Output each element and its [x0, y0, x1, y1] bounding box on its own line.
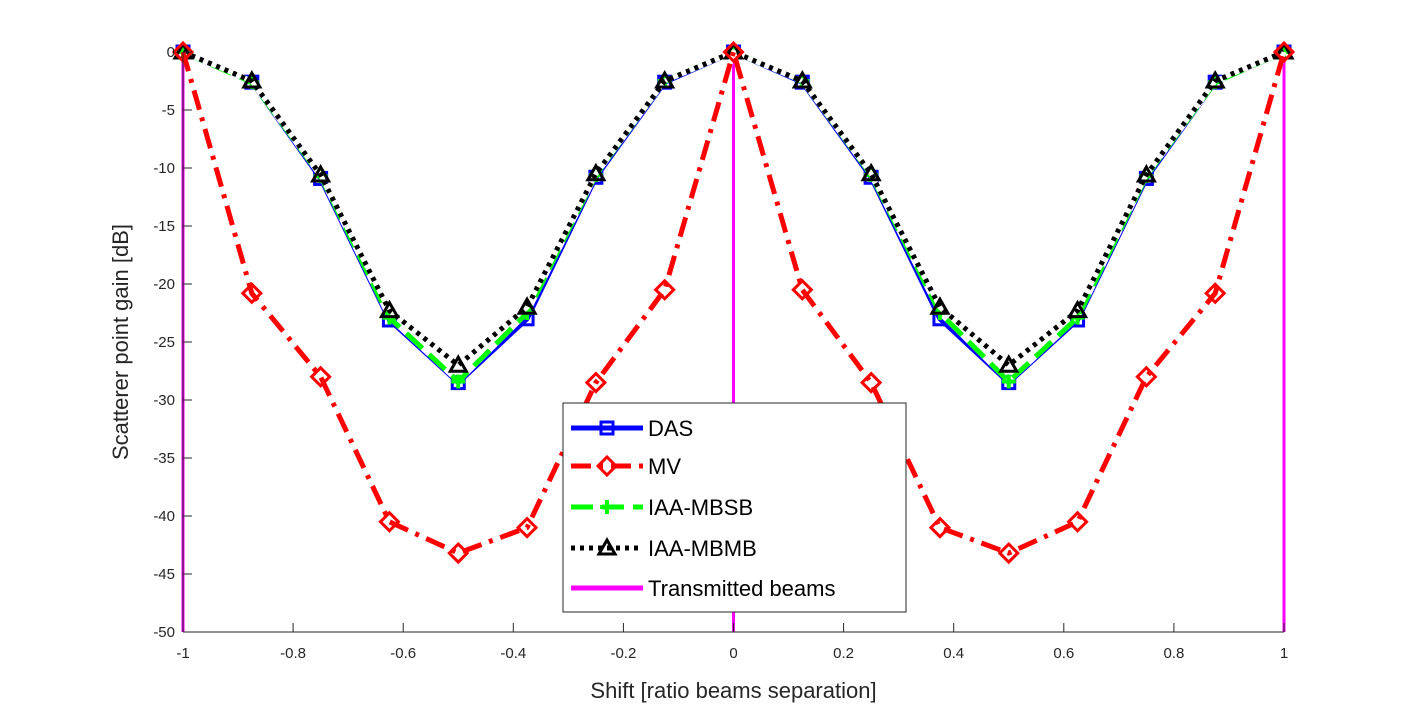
- data-point: [241, 69, 263, 89]
- x-tick-label: -0.4: [500, 645, 526, 662]
- y-tick-label: -10: [153, 160, 175, 177]
- legend-entry-transmitted-beams: Transmitted beams: [571, 576, 835, 601]
- legend-label: MV: [648, 454, 681, 479]
- x-tick-label: 0.4: [943, 645, 964, 662]
- y-axis-title: Scatterer point gain [dB]: [108, 224, 133, 460]
- legend-entry-das: DAS: [571, 416, 693, 441]
- legend-entry-iaa-mbmb: IAA-MBMB: [571, 536, 757, 561]
- axes: -1 -0.8 -0.6 -0.4 -0.2 0 0.2 0.4 0.6 0.8 1 0 -5 -10 -1…: [108, 44, 1288, 703]
- data-point: [378, 510, 401, 533]
- legend-marker: [600, 500, 614, 514]
- data-point: [791, 278, 814, 301]
- data-point: [447, 354, 469, 373]
- data-point: [722, 40, 745, 64]
- data-point: [310, 163, 332, 183]
- data-point: [1204, 282, 1227, 305]
- data-point: [654, 69, 676, 89]
- data-point: [309, 365, 332, 388]
- y-tick-label: -30: [153, 392, 175, 409]
- data-point: [1135, 365, 1158, 388]
- series-backing-line: [180, 49, 1287, 556]
- legend-label: Transmitted beams: [648, 576, 835, 601]
- y-tick-label: -15: [153, 218, 175, 235]
- legend-label: IAA-MBMB: [648, 536, 757, 561]
- series-layer: [171, 40, 1296, 632]
- legend-marker: [599, 420, 615, 436]
- legend: DAS MV IAA-MBSB IAA-MBMB Transmitted beams: [562, 402, 907, 613]
- x-tick-label: -0.6: [390, 645, 416, 662]
- legend-entry-iaa-mbsb: IAA-MBSB: [571, 495, 753, 520]
- data-point: [1066, 510, 1089, 533]
- y-tick-label: -40: [153, 508, 175, 525]
- data-point: [653, 278, 676, 301]
- data-point: [791, 69, 813, 89]
- y-tick-label: -35: [153, 450, 175, 467]
- y-tick-label: -25: [153, 334, 175, 351]
- data-point: [515, 516, 539, 539]
- y-tick-label: -5: [162, 102, 175, 119]
- series-mv: [171, 40, 1296, 565]
- y-tick-label: -20: [153, 276, 175, 293]
- data-point: [516, 296, 538, 315]
- x-tick-label: 0.8: [1163, 645, 1184, 662]
- data-point: [1066, 299, 1089, 319]
- legend-label: DAS: [648, 416, 693, 441]
- data-point: [928, 516, 952, 539]
- data-point: [240, 282, 263, 305]
- data-point: [1204, 69, 1226, 89]
- y-tick-label: -45: [153, 566, 175, 583]
- data-point: [1001, 374, 1016, 389]
- legend-entry-mv: MV: [571, 454, 681, 479]
- legend-marker: [595, 454, 619, 478]
- data-point: [860, 371, 883, 394]
- data-point: [584, 371, 607, 394]
- legend-label: IAA-MBSB: [648, 495, 753, 520]
- data-point: [1135, 163, 1157, 183]
- legend-marker: [596, 536, 618, 556]
- y-tick-label: 0: [167, 44, 175, 61]
- data-point: [860, 162, 882, 182]
- x-tick-label: 0.6: [1053, 645, 1074, 662]
- data-point: [378, 299, 401, 319]
- data-point: [1272, 40, 1296, 64]
- y-tick-label: -50: [153, 624, 175, 641]
- data-point: [997, 541, 1020, 565]
- x-tick-label: -1: [176, 645, 189, 662]
- x-tick-label: 0: [729, 645, 737, 662]
- data-point: [585, 162, 607, 182]
- x-tick-label: 0.2: [833, 645, 854, 662]
- x-tick-label: -0.2: [610, 645, 636, 662]
- x-tick-label: -0.8: [280, 645, 306, 662]
- x-axis-title: Shift [ratio beams separation]: [590, 678, 876, 703]
- data-point: [998, 354, 1020, 373]
- x-tick-label: 1: [1280, 645, 1288, 662]
- data-point: [451, 374, 466, 389]
- data-point: [929, 296, 951, 315]
- data-point: [447, 541, 470, 565]
